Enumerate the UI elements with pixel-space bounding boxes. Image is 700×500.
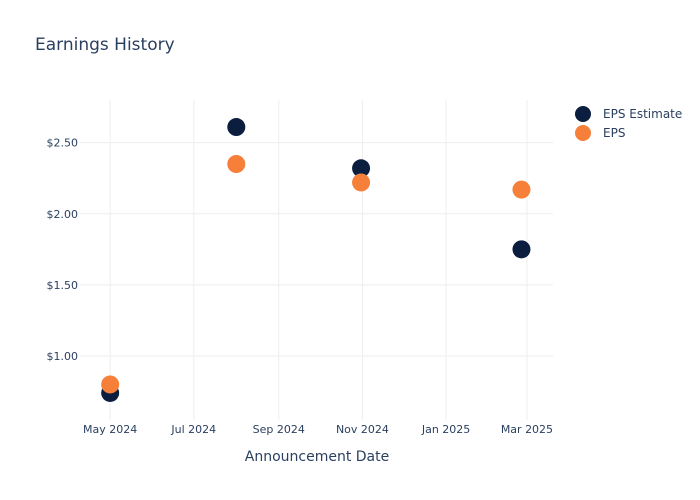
x-tick-label: Mar 2025 — [501, 423, 553, 436]
legend-item-eps[interactable]: EPS — [575, 125, 625, 141]
y-tick-label: $1.50 — [47, 279, 79, 292]
legend-label: EPS Estimate — [603, 107, 682, 121]
x-tick-label: Nov 2024 — [336, 423, 389, 436]
y-axis-ticks: $1.00 $1.50 $2.00 $2.50 — [47, 137, 79, 363]
x-axis-title: Announcement Date — [245, 449, 389, 465]
eps-point[interactable] — [227, 155, 246, 173]
y-tick-label: $2.50 — [47, 137, 79, 150]
x-tick-label: Jan 2025 — [421, 423, 470, 436]
x-tick-label: Sep 2024 — [253, 423, 305, 436]
legend-marker — [575, 125, 591, 141]
legend-marker — [575, 106, 591, 122]
legend-label: EPS — [603, 126, 625, 140]
legend[interactable]: EPS Estimate EPS — [575, 106, 682, 141]
data-points — [101, 118, 531, 402]
gridlines — [80, 100, 553, 420]
eps-point[interactable] — [101, 375, 120, 394]
eps-point[interactable] — [512, 180, 531, 199]
chart-title: Earnings History — [35, 35, 175, 55]
x-tick-label: May 2024 — [83, 423, 137, 436]
x-tick-label: Jul 2024 — [170, 423, 216, 436]
eps-estimate-point[interactable] — [352, 159, 371, 178]
eps-estimate-point[interactable] — [512, 240, 531, 259]
x-axis-ticks: May 2024 Jul 2024 Sep 2024 Nov 2024 Jan 2025… — [83, 423, 553, 436]
eps-estimate-point[interactable] — [227, 118, 246, 137]
y-tick-label: $1.00 — [47, 350, 79, 363]
eps-point[interactable] — [352, 173, 371, 192]
legend-item-eps-estimate[interactable]: EPS Estimate — [575, 106, 682, 122]
y-tick-label: $2.00 — [47, 208, 79, 221]
